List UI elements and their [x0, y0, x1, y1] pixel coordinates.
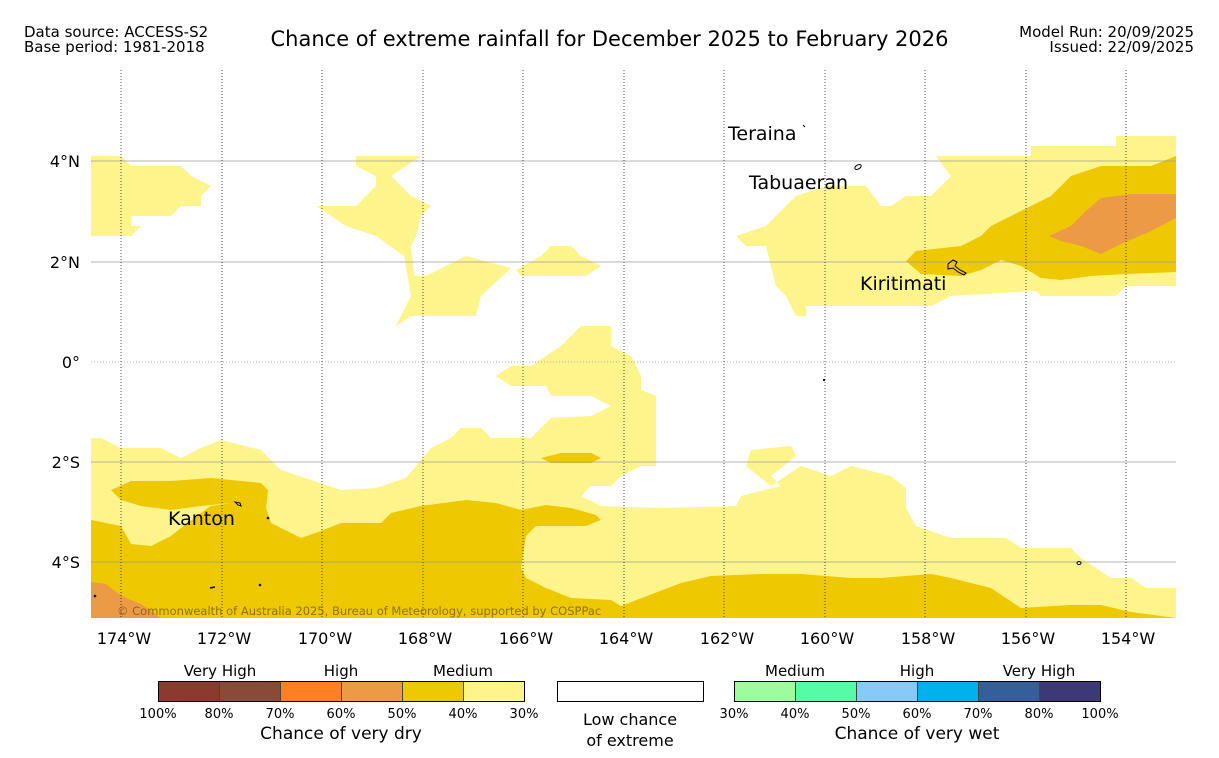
- lat-label: 0°: [62, 353, 80, 372]
- legend-dry-swatch-5: [464, 682, 524, 701]
- legend-dry-tick: 40%: [448, 707, 478, 722]
- kiritimati-island: [947, 259, 967, 276]
- place-label-teraina: Teraina: [727, 123, 797, 145]
- region-ne-high: [1049, 194, 1176, 254]
- data-source-label: Data source: ACCESS-S2: [24, 23, 209, 41]
- legend-wet-tick: 40%: [780, 707, 810, 722]
- islet-2: [209, 586, 216, 589]
- legend-dry-tick: 50%: [387, 707, 417, 722]
- model-run-label: Model Run: 20/09/2025: [1019, 23, 1194, 41]
- legend-dry-tick: 80%: [204, 707, 234, 722]
- legend-dry-tick: 100%: [139, 707, 177, 722]
- base-period-label: Base period: 1981-2018: [24, 38, 205, 56]
- legend-dry-title: Chance of very dry: [260, 724, 422, 744]
- lat-label: 4°N: [50, 152, 80, 171]
- islet-1: [266, 516, 270, 520]
- legend-dry-colorbar: [158, 681, 525, 702]
- legend-wet-swatch-1: [796, 682, 857, 701]
- kanton-island: [233, 501, 242, 507]
- region-kanton-medium: [91, 500, 1176, 618]
- lon-label: 158°W: [901, 629, 956, 648]
- legend-wet-tick: 70%: [963, 707, 993, 722]
- islet-4: [93, 594, 97, 598]
- legend-dry-header: Medium: [433, 662, 493, 680]
- tabuaeran-island: [854, 164, 862, 170]
- legend-dry-header: Very High: [183, 662, 257, 680]
- islet-6: [1076, 561, 1082, 565]
- lon-axis-labels: 174°W 172°W 170°W 168°W 166°W 164°W 162°…: [97, 629, 1156, 648]
- high-dry-regions: [91, 194, 1176, 618]
- region-central-small: [516, 246, 601, 276]
- legend-wet-header: Very High: [1002, 662, 1076, 680]
- legend-dry-tick: 60%: [326, 707, 356, 722]
- lat-label: 4°S: [52, 553, 80, 572]
- legend-wet-header: High: [899, 662, 935, 680]
- legend-wet-swatch-5: [1040, 682, 1100, 701]
- legend-wet-title: Chance of very wet: [834, 724, 1000, 744]
- issued-label: Issued: 22/09/2025: [1049, 38, 1194, 56]
- lat-label: 2°S: [52, 453, 80, 472]
- lon-label: 172°W: [197, 629, 252, 648]
- lon-gridlines: [120, 70, 1127, 618]
- islet-3: [258, 583, 262, 587]
- legend-wet-header: Medium: [765, 662, 825, 680]
- legend-wet-colorbar: [734, 681, 1101, 702]
- legend-wet-swatch-0: [735, 682, 796, 701]
- legend-wet-tick: 30%: [719, 707, 749, 722]
- region-small-strip: [541, 453, 601, 463]
- legend-dry-tick: 70%: [265, 707, 295, 722]
- map-title: Chance of extreme rainfall for December …: [270, 27, 949, 51]
- lon-label: 166°W: [499, 629, 554, 648]
- lon-label: 168°W: [398, 629, 453, 648]
- region-sw-high: [91, 582, 161, 618]
- legend-wet-tick: 60%: [902, 707, 932, 722]
- legend-low-line2: of extreme: [586, 731, 674, 750]
- legend-dry-swatch-3: [342, 682, 403, 701]
- legend-dry-tick: 30%: [509, 707, 539, 722]
- legend-wet-tick: 80%: [1024, 707, 1054, 722]
- place-label-tabuaeran: Tabuaeran: [748, 172, 848, 194]
- legend-dry-swatch-2: [281, 682, 342, 701]
- islet-5: [822, 378, 826, 382]
- legend-wet-tick: 50%: [841, 707, 871, 722]
- place-label-kiritimati: Kiritimati: [860, 273, 946, 295]
- region-kanton-north: [111, 478, 268, 510]
- lon-label: 160°W: [800, 629, 855, 648]
- teraina-island: [802, 124, 806, 128]
- legend-wet-swatch-4: [979, 682, 1040, 701]
- legend-low-swatch: [557, 681, 704, 702]
- map-plot-area: Teraina Tabuaeran Kiritimati Kanton © Co…: [91, 70, 1176, 618]
- copyright-notice: © Commonwealth of Australia 2025, Bureau…: [117, 604, 601, 618]
- lat-axis-labels: 4°N 2°N 0° 2°S 4°S: [50, 152, 80, 572]
- lon-label: 164°W: [599, 629, 654, 648]
- lon-label: 170°W: [298, 629, 353, 648]
- lat-label: 2°N: [50, 253, 80, 272]
- place-label-kanton: Kanton: [168, 508, 235, 530]
- legend-wet-tick: 100%: [1081, 707, 1119, 722]
- legend-dry-swatch-1: [220, 682, 281, 701]
- lon-label: 154°W: [1101, 629, 1156, 648]
- legend-dry-swatch-0: [159, 682, 220, 701]
- islands: [93, 124, 1082, 598]
- region-central-north: [316, 156, 511, 326]
- lat-gridlines: [91, 160, 1176, 563]
- lon-label: 174°W: [97, 629, 152, 648]
- legend-dry-header: High: [323, 662, 359, 680]
- rainfall-map: Teraina Tabuaeran Kiritimati Kanton © Co…: [50, 70, 1176, 648]
- legend-dry-swatch-4: [403, 682, 464, 701]
- legend-wet-swatch-2: [857, 682, 918, 701]
- lon-label: 156°W: [1001, 629, 1056, 648]
- lon-label: 162°W: [700, 629, 755, 648]
- legend-low-line1: Low chance: [582, 710, 678, 729]
- legend-wet-swatch-3: [918, 682, 979, 701]
